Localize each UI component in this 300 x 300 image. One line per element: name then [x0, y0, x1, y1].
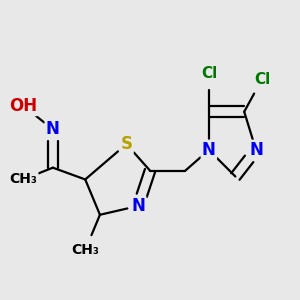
- Text: N: N: [202, 141, 216, 159]
- Text: CH₃: CH₃: [10, 172, 37, 186]
- Text: N: N: [249, 141, 263, 159]
- Text: N: N: [131, 197, 145, 215]
- Text: Cl: Cl: [254, 72, 270, 87]
- Text: Cl: Cl: [201, 66, 217, 81]
- Text: OH: OH: [9, 97, 38, 115]
- Text: CH₃: CH₃: [71, 243, 99, 257]
- Text: S: S: [120, 135, 132, 153]
- Text: N: N: [46, 120, 60, 138]
